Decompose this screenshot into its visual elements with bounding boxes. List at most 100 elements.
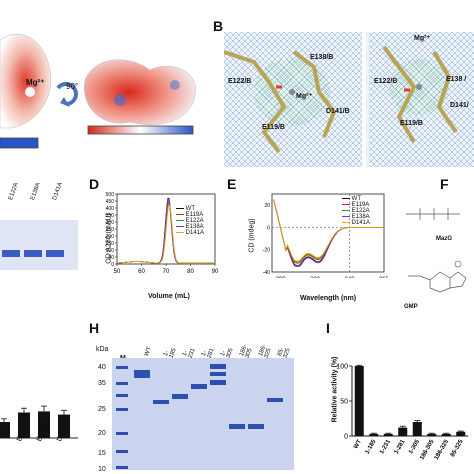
surface-right — [84, 59, 196, 125]
x-tick-label: WT — [353, 439, 363, 450]
panel-label-f: F — [440, 176, 449, 192]
bar-1-231 — [383, 433, 393, 436]
gel-unit: kDa — [96, 346, 109, 353]
legend-d-3: E138A — [176, 224, 204, 230]
x-tick-label: 90 — [212, 269, 219, 275]
legend-e-2: E122A — [342, 208, 370, 214]
colorbar-left — [0, 137, 39, 149]
y-tick-label: 100 — [106, 248, 115, 254]
chart-g — [0, 405, 78, 439]
x-tick-label: 1-305 — [408, 438, 421, 455]
y-tick-label: 300 — [106, 220, 115, 226]
x-tick-label: 60 — [138, 269, 145, 275]
marker-size: 35 — [98, 380, 106, 387]
bar-3 — [58, 414, 70, 438]
res-b2: E122/B — [228, 78, 252, 85]
y-tick-label: 0 — [344, 434, 348, 441]
gel-band — [153, 400, 169, 404]
series-line-D141A — [116, 203, 214, 264]
y-tick-label: 250 — [106, 227, 115, 233]
x-tick-label: 220 — [310, 277, 321, 278]
marker-size: 10 — [98, 466, 106, 473]
y-tick-label: 500 — [106, 192, 115, 198]
marker-size: 15 — [98, 450, 106, 457]
y-tick-label: 150 — [106, 241, 115, 247]
legend-d-0: WT — [176, 206, 204, 212]
res-b9: E119/B — [400, 120, 423, 127]
gel-band — [134, 370, 150, 378]
chart-e-legend: WT E119A E122A E138A D141A — [342, 196, 370, 226]
gel-band — [229, 424, 245, 429]
mol2-label: GMP — [404, 304, 418, 310]
lane-c-2: E138A — [30, 182, 42, 202]
gel-band — [46, 250, 64, 257]
x-tick-label: 200 — [276, 277, 287, 278]
y-tick-label: 50 — [340, 399, 348, 406]
gel-band — [210, 364, 226, 369]
legend-d-2: E122A — [176, 218, 204, 224]
panel-f: MazG GMP — [400, 192, 474, 312]
lane-c-3: D141A — [52, 181, 64, 202]
res-b7: E122/B — [374, 78, 398, 85]
gel-band — [210, 380, 226, 385]
gel-band — [24, 250, 42, 257]
y-tick-label: 450 — [106, 199, 115, 205]
res-b8: E138 / — [446, 76, 467, 83]
y-tick-label: -40 — [263, 270, 270, 276]
legend-e-1: E119A — [342, 202, 370, 208]
bar-1 — [18, 412, 30, 438]
chart-e-frame — [271, 193, 385, 273]
gel-ladder — [116, 366, 128, 469]
bar-WT — [354, 366, 364, 436]
gel-band — [267, 398, 283, 402]
rotation-label: 90° — [66, 82, 79, 91]
panel-a-graphic — [0, 33, 196, 149]
x-tick-label: 240 — [345, 277, 356, 278]
panel-label-e: E — [227, 176, 237, 192]
panel-f-structures — [406, 208, 467, 293]
gel-h — [112, 358, 294, 470]
x-tick-label: 70 — [163, 269, 170, 275]
bar-1-281 — [398, 427, 408, 436]
res-b10: D141/ — [450, 102, 469, 109]
res-b6: Mg²⁺ — [414, 35, 431, 42]
gel-lane-label: 186-305 — [239, 343, 254, 360]
panel-label-h: H — [89, 320, 100, 336]
marker-size: 20 — [98, 430, 106, 437]
x-tick-label: 1-185 — [365, 438, 378, 455]
panel-label-d: D — [89, 176, 100, 192]
chart-e-xlabel: Wavelength (nm) — [300, 295, 357, 302]
marker-size: 40 — [98, 364, 106, 371]
gel-lane-label: 186-325 — [258, 343, 273, 360]
y-tick-label: 50 — [108, 255, 114, 261]
gel-band — [248, 424, 264, 429]
colorbar-right — [87, 125, 194, 135]
legend-e-4: D141A — [342, 220, 370, 226]
chart-d-legend: WT E119A E122A E138A D141A — [176, 206, 204, 236]
chart-d-xlabel: Volume (mL) — [148, 293, 190, 300]
gel-band — [210, 372, 226, 376]
panel-b: E138/B E122/B Mg²⁺ E119/B D141/B Mg²⁺ E1… — [223, 32, 474, 167]
bar-1-305 — [412, 422, 422, 436]
panel-a: Mg²⁺ 90° — [0, 0, 210, 160]
x-tick-label: 50 — [114, 269, 121, 275]
y-tick-label: 100 — [336, 364, 348, 371]
chart-e: 200 220 240 260 -40 -20 0 20 — [263, 193, 388, 278]
panel-c: E122A E138A D141A — [0, 181, 80, 285]
chart-e-ylabel: CD (mdeg) — [248, 218, 256, 253]
gel-band — [172, 394, 188, 399]
res-b1: E138/B — [310, 54, 334, 61]
panel-b-graphic — [223, 32, 474, 167]
res-b4: E119/B — [262, 124, 285, 131]
gel-lane-label: WT — [144, 346, 153, 358]
y-tick-label: -20 — [263, 248, 270, 254]
y-tick-label: 0 — [111, 262, 114, 268]
marker-size: 25 — [98, 406, 106, 413]
legend-e-3: E138A — [342, 214, 370, 220]
res-b5: D141/B — [326, 108, 350, 115]
chart-d-ylabel: OD A280 (mAU) — [105, 213, 113, 264]
series-line-D141A — [273, 199, 384, 262]
panel-c-gel — [0, 220, 78, 270]
